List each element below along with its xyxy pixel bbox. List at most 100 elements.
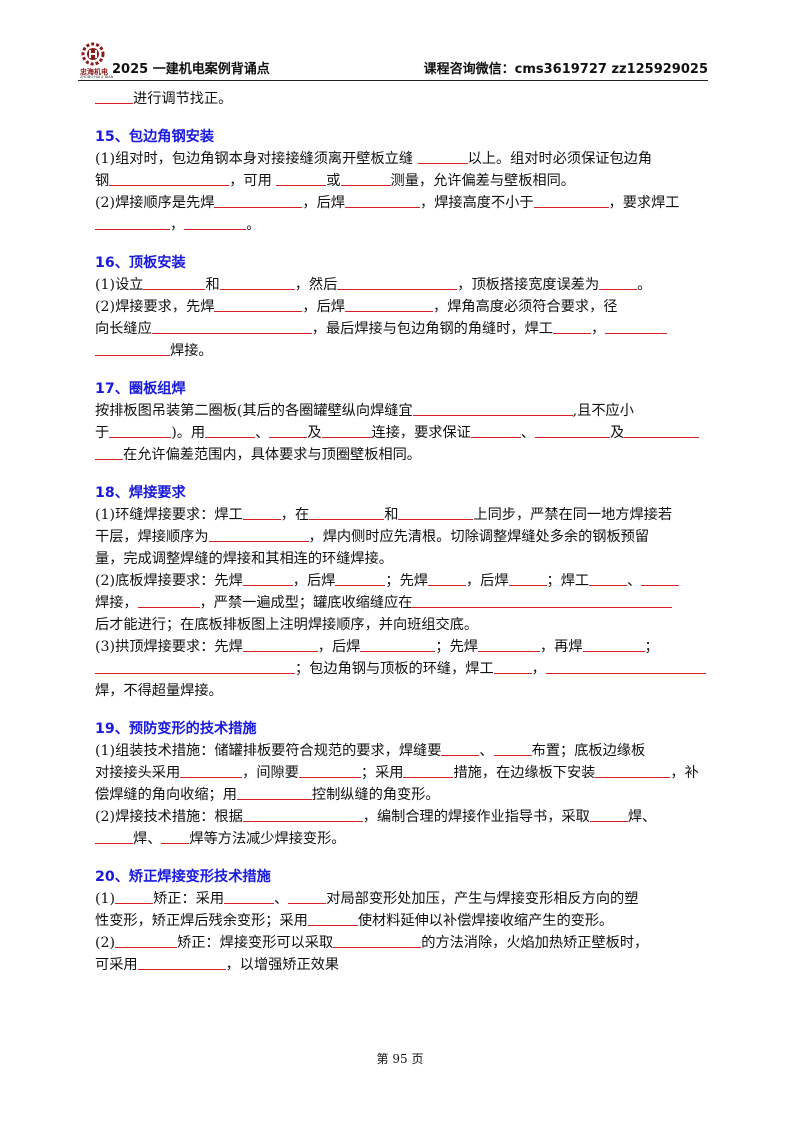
blank [333, 933, 422, 948]
company-logo: 忠海机电 ZHONG HAI JI DIAN [78, 42, 114, 80]
blank [242, 807, 363, 822]
text-line: 钢，可用 或测量，允许偏差与壁板相同。 [95, 171, 575, 189]
text-line: (2) 矫正：焊接变形可以采取 的方法消除，火焰加热矫正壁板时， [95, 933, 649, 951]
text-line: 进行调节找正。 [95, 88, 707, 110]
blank [219, 275, 295, 290]
blank [205, 423, 256, 438]
blank [137, 593, 200, 608]
text-line: ；包边角钢与顶板的环缝，焊工， [95, 658, 707, 680]
text-line: 偿焊缝的角向收缩；用 控制纵缝的角变形。 [95, 785, 440, 803]
text-line: 焊、 焊等方法减少焊接变形。 [95, 828, 707, 850]
blank [95, 829, 133, 844]
blank [321, 423, 372, 438]
blank [307, 911, 358, 926]
blank [109, 171, 230, 186]
text-line: ，。 [95, 214, 707, 236]
text-line: (1)组对时，包边角钢本身对接接缝须离开壁板立缝 以上。组对时必须保证包边角 [95, 149, 653, 167]
blank [269, 423, 308, 438]
blank [345, 193, 420, 208]
text-line: 焊接， ，严禁一遍成型；罐底收缩缝应在 [95, 592, 707, 614]
blank [95, 89, 133, 104]
text-line: 在允许偏差范围内，具体要求与顶圈壁板相同。 [95, 444, 707, 466]
blank [151, 319, 312, 334]
blank [184, 215, 247, 230]
section-heading-20: 20、矫正焊接变形技术措施 [95, 869, 271, 885]
text-line: (1)环缝焊接要求：焊工 ，在和上同步，严禁在同一地方焊接若 [95, 505, 673, 523]
text-line: 按排板图吊装第二圈板(其后的各圈罐壁纵向焊缝宜 ,且不应小 [95, 401, 634, 419]
blank [493, 659, 532, 674]
blank [288, 889, 327, 904]
blank [417, 149, 468, 164]
text-line: (2)底板焊接要求：先焊 ，后焊 ；先焊 ，后焊 ；焊工、 [95, 570, 707, 592]
contact-info: 课程咨询微信：cms3619727 zz125929025 [423, 62, 708, 77]
blank [214, 297, 303, 312]
blank [335, 571, 386, 586]
text-line: 干层，焊接顺序为 ，焊内侧时应先清根。切除调整焊缝处多余的钢板预留 [95, 527, 650, 545]
blank [641, 571, 680, 586]
logo-chinese-text: 忠海机电 [80, 68, 108, 76]
blank [589, 807, 628, 822]
blank [589, 571, 628, 586]
blank [533, 193, 609, 208]
blank [180, 763, 243, 778]
document-body: 进行调节找正。 15、包边角钢安装 (1)组对时，包边角钢本身对接接缝须离开壁板… [95, 88, 707, 976]
blank [508, 571, 547, 586]
blank [599, 275, 638, 290]
blank [95, 341, 170, 356]
blank [95, 659, 295, 674]
blank [477, 637, 540, 652]
blank [605, 319, 668, 334]
blank [208, 527, 309, 542]
section-heading-17: 17、圈板组焊 [95, 381, 186, 397]
blank [345, 297, 433, 312]
blank [95, 215, 170, 230]
blank [398, 505, 474, 520]
text-line: 于)。用、及连接，要求保证、及 [95, 422, 707, 444]
blank [412, 401, 573, 416]
text-line: 焊接。 [95, 340, 707, 362]
text-line: (1)组装技术措施：储罐排板要符合规范的要求，焊缝要、布置；底板边缘板 [95, 741, 646, 759]
logo-english-text: ZHONG HAI JI DIAN [80, 75, 114, 79]
blank [242, 505, 281, 520]
blank [115, 933, 178, 948]
text-line: 性变形，矫正焊后残余变形；采用 使材料延伸以补偿焊接收缩产生的变形。 [95, 911, 614, 929]
text-line: (2)焊接技术措施：根据 ，编制合理的焊接作业指导书，采取 焊、 [95, 807, 657, 825]
text-line: (1) 矫正：采用、对局部变形处加压，产生与焊接变形相反方向的塑 [95, 889, 639, 907]
section-heading-19: 19、预防变形的技术措施 [95, 721, 257, 737]
blank [161, 829, 190, 844]
blank [624, 423, 700, 438]
text-line: 量，完成调整焊缝的焊接和其相连的环缝焊接。 [95, 551, 393, 567]
blank [545, 659, 706, 674]
blank [214, 193, 303, 208]
blank [109, 423, 172, 438]
blank [493, 741, 532, 756]
blank [595, 763, 671, 778]
text-line: (3)拱顶焊接要求：先焊 ，后焊 ；先焊 ，再焊； [95, 637, 659, 655]
blank [535, 423, 611, 438]
blank [470, 423, 521, 438]
blank [115, 889, 154, 904]
blank [403, 763, 454, 778]
blank [427, 571, 466, 586]
text-line: (2)焊接顺序是先焊 ，后焊 ，焊接高度不小于 ，要求焊工 [95, 193, 680, 211]
blank [298, 763, 361, 778]
logo-gear-icon [81, 42, 105, 66]
blank [582, 637, 645, 652]
page-number: 第 95 页 [376, 1052, 424, 1066]
blank [441, 741, 480, 756]
blank [137, 955, 226, 970]
text-line: 对接接头采用 ，间隙要 ；采用 措施，在边缘板下安装 ，补 [95, 763, 699, 781]
blank [242, 637, 318, 652]
text-line: (2)焊接要求，先焊 ，后焊 ，焊角高度必须符合要求，径 [95, 297, 618, 315]
blank [412, 593, 673, 608]
text-line: (1)设立和，然后 ，顶板搭接宽度误差为。 [95, 275, 652, 293]
section-heading-15: 15、包边角钢安装 [95, 129, 215, 145]
blank [340, 171, 391, 186]
page-header: 忠海机电 ZHONG HAI JI DIAN 2025 一建机电案例背诵点 课程… [78, 42, 708, 81]
text-line: 焊，不得超量焊接。 [95, 683, 223, 699]
blank [276, 171, 327, 186]
blank [360, 637, 436, 652]
blank [236, 785, 312, 800]
document-title: 2025 一建机电案例背诵点 [112, 62, 270, 77]
text-line: 向长缝应 ，最后焊接与包边角钢的角缝时，焊工， [95, 318, 707, 340]
